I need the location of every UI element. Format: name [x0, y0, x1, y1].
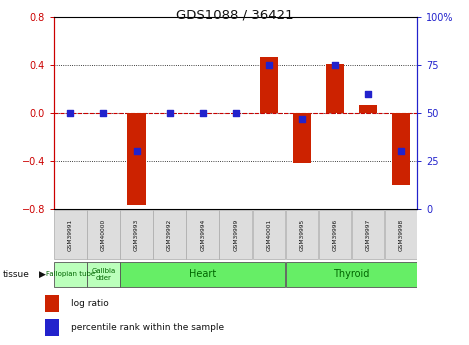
Point: [265, 62, 272, 68]
Text: GSM40000: GSM40000: [101, 218, 106, 251]
Point: [364, 91, 371, 97]
Point: [166, 110, 174, 116]
Text: GSM39993: GSM39993: [134, 218, 139, 251]
Text: log ratio: log ratio: [71, 299, 108, 308]
Text: tissue: tissue: [2, 270, 29, 279]
Text: GSM39998: GSM39998: [398, 218, 403, 251]
Text: GSM40001: GSM40001: [266, 218, 271, 251]
Bar: [359, 105, 377, 113]
Bar: [187, 210, 219, 259]
Bar: [392, 113, 410, 185]
Point: [331, 62, 339, 68]
Bar: [260, 57, 278, 113]
Bar: [54, 262, 87, 287]
Bar: [45, 319, 60, 336]
Bar: [219, 210, 252, 259]
Bar: [54, 210, 87, 259]
Text: ▶: ▶: [39, 270, 46, 279]
Bar: [385, 210, 417, 259]
Point: [67, 110, 74, 116]
Point: [100, 110, 107, 116]
Point: [397, 149, 405, 154]
Text: Gallbla
dder: Gallbla dder: [91, 268, 116, 281]
Text: Fallopian tube: Fallopian tube: [46, 271, 95, 277]
Point: [133, 149, 140, 154]
Bar: [286, 210, 318, 259]
Text: GSM39995: GSM39995: [299, 218, 304, 251]
Bar: [87, 262, 120, 287]
Bar: [121, 210, 153, 259]
Point: [199, 110, 206, 116]
Bar: [318, 210, 351, 259]
Text: GSM39999: GSM39999: [233, 218, 238, 251]
Bar: [153, 210, 186, 259]
Text: GSM39996: GSM39996: [333, 218, 337, 251]
Bar: [45, 295, 60, 312]
Text: Thyroid: Thyroid: [333, 269, 370, 279]
Bar: [286, 262, 417, 287]
Text: GSM39994: GSM39994: [200, 218, 205, 251]
Text: GDS1088 / 36421: GDS1088 / 36421: [176, 9, 293, 22]
Bar: [293, 113, 311, 163]
Bar: [121, 262, 285, 287]
Point: [232, 110, 240, 116]
Bar: [352, 210, 384, 259]
Text: percentile rank within the sample: percentile rank within the sample: [71, 323, 224, 332]
Bar: [87, 210, 120, 259]
Text: Heart: Heart: [189, 269, 216, 279]
Text: GSM39997: GSM39997: [365, 218, 371, 251]
Bar: [128, 113, 146, 205]
Bar: [252, 210, 285, 259]
Text: GSM39991: GSM39991: [68, 218, 73, 251]
Bar: [325, 64, 344, 113]
Point: [298, 116, 305, 121]
Text: GSM39992: GSM39992: [167, 218, 172, 251]
